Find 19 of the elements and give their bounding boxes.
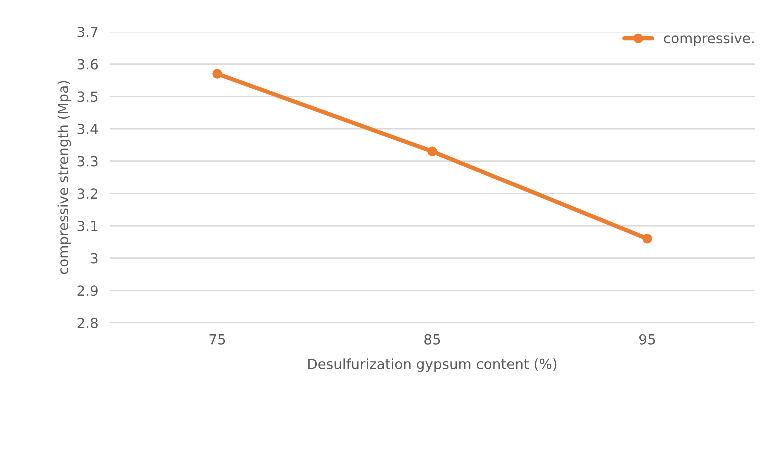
y-axis-title: compressive strength (Mpa) [58, 81, 72, 274]
y-tick-label: 3.5 [78, 92, 98, 102]
y-tick-label: 3.7 [78, 26, 98, 38]
y-tick-label: 3 [91, 253, 98, 264]
y-tick-label: 2.9 [78, 286, 98, 296]
point [428, 146, 438, 156]
y-tick-label: 3.6 [78, 59, 98, 70]
y-tick-label: 3.1 [78, 220, 98, 232]
point [212, 69, 222, 79]
y-tick-label: 2.8 [78, 318, 98, 328]
x-tick-label: 85 [424, 334, 440, 345]
x-axis-title: Desulfurization gypsum content (%) [308, 358, 557, 372]
y-tick-label: 3.2 [78, 188, 98, 200]
point [642, 234, 652, 244]
y-tick-label: 3.4 [78, 124, 98, 134]
legend-label: compressive. [664, 32, 754, 46]
x-tick-label: 95 [640, 334, 656, 345]
y-tick-label: 3.3 [78, 156, 98, 167]
x-tick-label: 75 [210, 334, 226, 345]
